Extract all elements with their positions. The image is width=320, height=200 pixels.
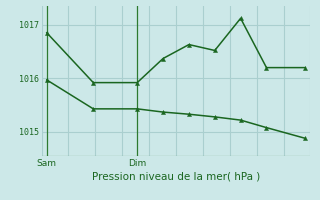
X-axis label: Pression niveau de la mer( hPa ): Pression niveau de la mer( hPa ) bbox=[92, 172, 260, 182]
